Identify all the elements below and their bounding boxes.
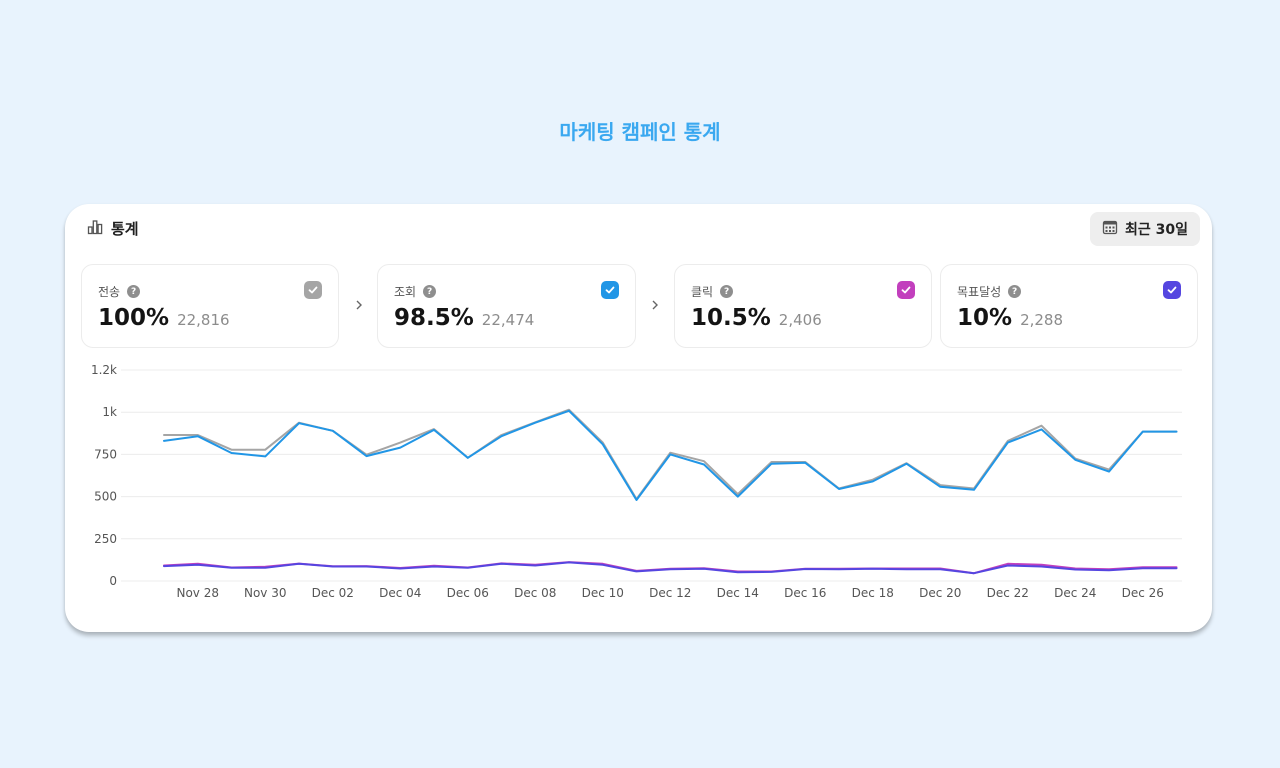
x-tick-label: Nov 30 xyxy=(244,586,287,600)
y-tick-label: 500 xyxy=(94,490,117,504)
metric-count: 2,288 xyxy=(1020,311,1064,329)
metric-count: 22,474 xyxy=(481,311,535,329)
metric-card-goal[interactable]: 목표달성 ? 10% 2,288 xyxy=(940,264,1198,348)
x-tick-label: Dec 04 xyxy=(379,586,421,600)
y-tick-label: 250 xyxy=(94,532,117,546)
date-range-button[interactable]: 최근 30일 xyxy=(1090,212,1200,246)
chevron-right-icon xyxy=(356,300,362,310)
x-tick-label: Dec 18 xyxy=(852,586,894,600)
metric-label: 전송 xyxy=(98,285,121,299)
metric-count: 2,406 xyxy=(778,311,822,329)
x-tick-label: Dec 10 xyxy=(582,586,624,600)
metric-card-clicked[interactable]: 클릭 ? 10.5% 2,406 xyxy=(674,264,932,348)
series-toggle-checkbox[interactable] xyxy=(304,281,322,299)
checkmark-icon xyxy=(901,286,911,294)
card-header: 통계 xyxy=(87,218,139,239)
card-title: 통계 xyxy=(111,220,139,238)
help-icon[interactable]: ? xyxy=(127,285,141,298)
x-tick-label: Dec 26 xyxy=(1122,586,1164,600)
x-tick-label: Dec 20 xyxy=(919,586,961,600)
x-tick-label: Dec 02 xyxy=(312,586,354,600)
help-icon[interactable]: ? xyxy=(720,285,734,298)
x-tick-label: Nov 28 xyxy=(176,586,219,600)
checkmark-icon xyxy=(308,286,318,294)
chevron-right-icon xyxy=(652,300,658,310)
calendar-icon xyxy=(1102,219,1118,239)
series-line xyxy=(163,561,1178,575)
x-tick-label: Dec 08 xyxy=(514,586,556,600)
checkmark-icon xyxy=(605,286,615,294)
series-toggle-checkbox[interactable] xyxy=(1163,281,1181,299)
series-toggle-checkbox[interactable] xyxy=(601,281,619,299)
help-icon[interactable]: ? xyxy=(1008,285,1022,298)
x-tick-label: Dec 16 xyxy=(784,586,826,600)
metric-card-viewed[interactable]: 조회 ? 98.5% 22,474 xyxy=(377,264,636,348)
y-tick-label: 1.2k xyxy=(91,363,117,377)
metric-percent: 10% xyxy=(957,305,1013,331)
page-title: 마케팅 캠페인 통계 xyxy=(559,120,721,144)
date-range-label: 최근 30일 xyxy=(1125,222,1188,238)
metric-label: 조회 xyxy=(394,285,417,299)
y-tick-label: 1k xyxy=(102,405,117,419)
y-tick-label: 0 xyxy=(109,574,117,588)
series-line xyxy=(163,561,1178,575)
x-tick-label: Dec 24 xyxy=(1054,586,1096,600)
metric-card-sent[interactable]: 전송 ? 100% 22,816 xyxy=(81,264,339,348)
x-tick-label: Dec 22 xyxy=(987,586,1029,600)
series-toggle-checkbox[interactable] xyxy=(897,281,915,299)
help-icon[interactable]: ? xyxy=(423,285,437,298)
checkmark-icon xyxy=(1167,286,1177,294)
series-line xyxy=(163,409,1178,501)
metric-count: 22,816 xyxy=(177,311,230,329)
line-chart: 0 250 500 750 1k 1.2k Nov 28 Nov 30 Dec 02 Dec 04… xyxy=(91,363,1182,600)
metric-percent: 10.5% xyxy=(691,305,771,331)
x-tick-label: Dec 12 xyxy=(649,586,691,600)
x-tick-label: Dec 14 xyxy=(717,586,759,600)
metric-label: 목표달성 xyxy=(957,285,1002,299)
metric-percent: 100% xyxy=(98,305,170,331)
metric-label: 클릭 xyxy=(691,285,714,299)
bar-chart-icon xyxy=(87,219,103,239)
metric-percent: 98.5% xyxy=(394,305,474,331)
x-tick-label: Dec 06 xyxy=(447,586,489,600)
y-tick-label: 750 xyxy=(94,447,117,461)
stats-card: 통계 최근 30일 전송 ? 100% 22,816 xyxy=(65,204,1212,632)
